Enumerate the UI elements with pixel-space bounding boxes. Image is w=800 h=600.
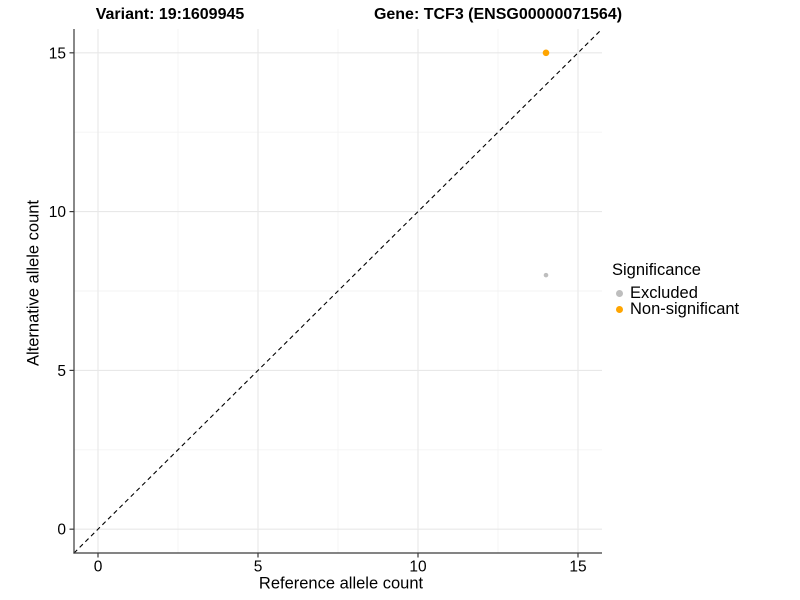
legend: Significance Excluded Non-significant <box>612 261 739 317</box>
identity-reference-line <box>73 28 603 554</box>
y-tick-label: 15 <box>49 45 66 62</box>
x-tick-label: 15 <box>569 559 586 576</box>
legend-title: Significance <box>612 261 701 279</box>
data-point-excluded <box>543 272 549 278</box>
legend-item-label: Non-significant <box>630 300 740 318</box>
x-tick-label: 0 <box>94 559 103 576</box>
y-axis-title: Alternative allele count <box>24 199 43 367</box>
legend-item-label: Excluded <box>630 284 698 302</box>
y-tick-label: 10 <box>49 204 67 221</box>
x-tick-label: 5 <box>254 559 263 576</box>
legend-item-excluded: Excluded <box>612 285 739 301</box>
y-tick-label: 0 <box>57 522 66 539</box>
data-point-non-significant <box>542 49 550 57</box>
legend-item-non-significant: Non-significant <box>612 301 739 317</box>
y-tick-label: 5 <box>57 363 66 380</box>
legend-point-icon <box>616 305 623 313</box>
x-axis-title: Reference allele count <box>258 574 424 593</box>
legend-point-icon <box>616 289 623 297</box>
plot-title-gene: Gene: TCF3 (ENSG00000071564) <box>373 6 623 23</box>
plot-title-variant: Variant: 19:1609945 <box>95 6 245 23</box>
x-tick-label: 10 <box>409 559 427 576</box>
